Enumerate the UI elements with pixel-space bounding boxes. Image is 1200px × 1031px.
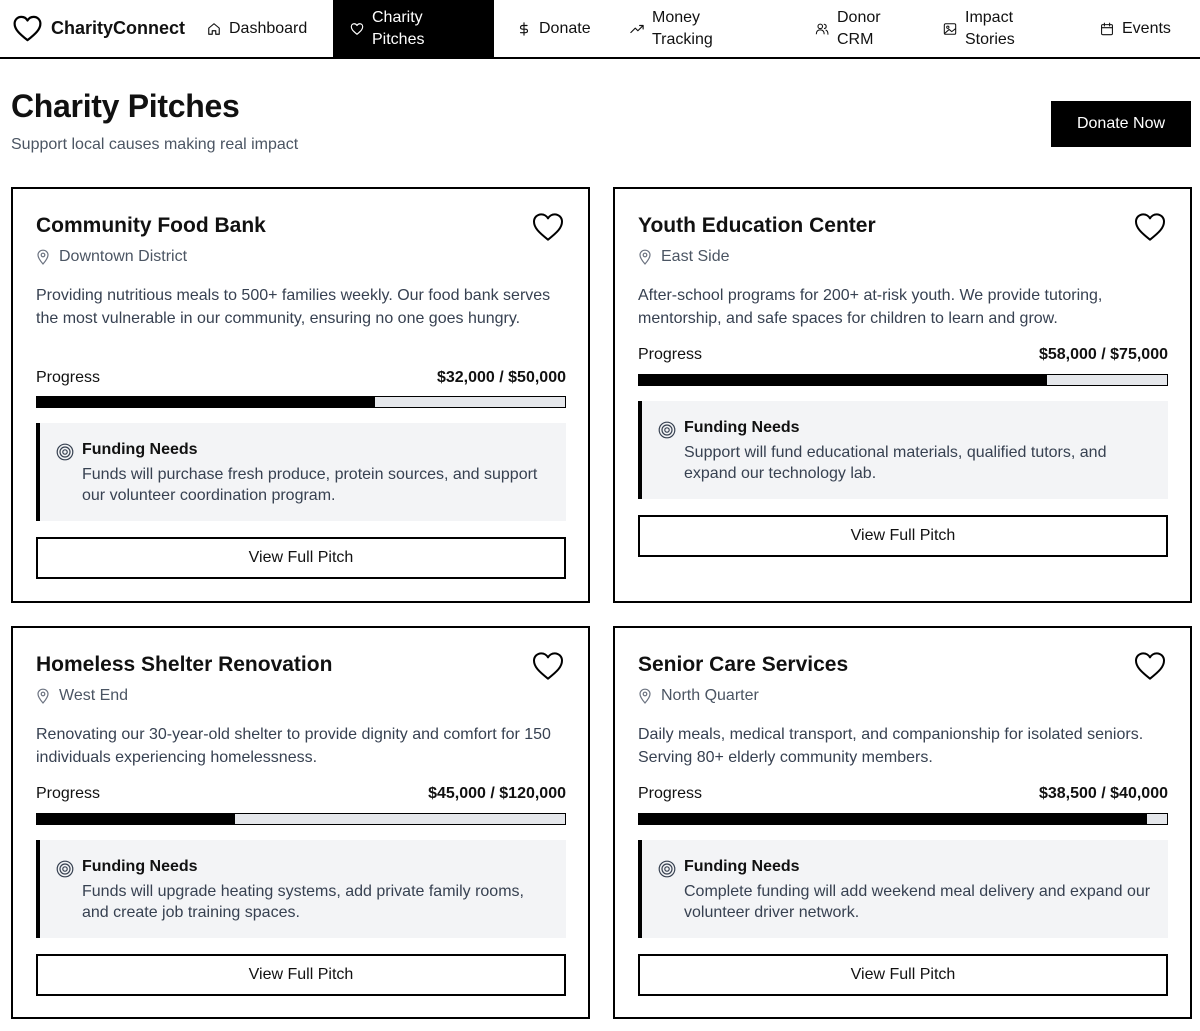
progress-bar (36, 396, 566, 408)
progress-bar (638, 374, 1168, 386)
funding-needs-text: Funds will upgrade heating systems, add … (82, 883, 524, 921)
pitch-location-text: North Quarter (661, 687, 759, 704)
pitch-description: Daily meals, medical transport, and comp… (638, 726, 1144, 766)
heart-logo-icon (13, 15, 42, 42)
view-full-pitch-button[interactable]: View Full Pitch (36, 954, 566, 996)
pitch-card: Youth Education Center East Side After-s… (613, 187, 1192, 603)
pitch-description: Renovating our 30-year-old shelter to pr… (36, 726, 551, 766)
progress-label: Progress (36, 785, 101, 802)
progress-bar-fill (37, 814, 235, 824)
nav-item-label: Donate (539, 19, 591, 37)
calendar-icon (1101, 22, 1113, 35)
progress-row: Progress $32,000 / $50,000 (36, 369, 566, 387)
progress-amount: $45,000 / $120,000 (428, 785, 566, 802)
funding-needs-title: Funding Needs (82, 858, 198, 875)
nav-item-label: Impact Stories (965, 8, 1015, 48)
funding-needs-text: Support will fund educational materials,… (684, 444, 1107, 482)
trending-up-icon (630, 24, 644, 33)
top-nav: CharityConnect Dashboard Charity Pitches… (0, 0, 1200, 59)
nav-item-label: Dashboard (229, 19, 308, 37)
progress-bar-fill (37, 397, 375, 407)
pitch-title: Community Food Bank (36, 214, 266, 237)
pitch-location-text: West End (59, 687, 129, 704)
progress-bar-fill (639, 375, 1048, 385)
progress-bar (638, 813, 1168, 825)
target-icon (658, 860, 676, 878)
progress-label: Progress (638, 785, 703, 802)
nav-item-impact-stories[interactable]: Impact Stories (926, 0, 1086, 57)
nav-item-money-tracking[interactable]: Money Tracking (616, 0, 785, 57)
progress-label: Progress (638, 346, 703, 363)
progress-bar-fill (639, 814, 1148, 824)
dollar-icon (519, 21, 529, 36)
favorite-heart-icon[interactable] (532, 651, 564, 681)
progress-label: Progress (36, 369, 101, 386)
progress-row: Progress $45,000 / $120,000 (36, 785, 566, 803)
progress-row: Progress $58,000 / $75,000 (638, 346, 1168, 364)
view-full-pitch-button[interactable]: View Full Pitch (36, 537, 566, 579)
funding-needs-panel: Funding Needs Funds will purchase fresh … (36, 423, 566, 521)
nav-item-label: Events (1122, 19, 1171, 37)
nav-item-donor-crm[interactable]: Donor CRM (785, 0, 926, 57)
funding-needs-text: Funds will purchase fresh produce, prote… (82, 466, 538, 504)
pitch-description: After-school programs for 200+ at-risk y… (638, 287, 1103, 327)
nav-item-label: Money Tracking (652, 8, 713, 48)
pitch-card: Homeless Shelter Renovation West End Ren… (11, 626, 590, 1019)
pitch-title: Homeless Shelter Renovation (36, 653, 333, 676)
donate-now-button[interactable]: Donate Now (1051, 101, 1191, 147)
users-icon (815, 23, 829, 35)
progress-bar (36, 813, 566, 825)
map-pin-icon (37, 688, 49, 704)
pitch-title: Youth Education Center (638, 214, 876, 237)
funding-needs-panel: Funding Needs Funds will upgrade heating… (36, 840, 566, 938)
pitch-location: North Quarter (638, 687, 759, 705)
brand-name: CharityConnect (51, 18, 186, 38)
target-icon (658, 421, 676, 439)
progress-amount: $58,000 / $75,000 (1038, 346, 1168, 363)
pitch-card: Community Food Bank Downtown District Pr… (11, 187, 590, 603)
nav-item-label: Donor CRM (837, 8, 881, 48)
favorite-heart-icon[interactable] (532, 212, 564, 242)
pitch-location: West End (36, 687, 128, 705)
funding-needs-title: Funding Needs (684, 419, 800, 436)
brand[interactable]: CharityConnect (0, 0, 198, 57)
map-pin-icon (639, 249, 651, 265)
funding-needs-panel: Funding Needs Complete funding will add … (638, 840, 1168, 938)
funding-needs-panel: Funding Needs Support will fund educatio… (638, 401, 1168, 499)
nav-item-donate[interactable]: Donate (494, 0, 616, 57)
target-icon (56, 443, 74, 461)
home-icon (208, 22, 220, 35)
pitch-description: Providing nutritious meals to 500+ famil… (36, 287, 551, 327)
nav-item-label: Charity Pitches (372, 8, 425, 48)
pitch-card: Senior Care Services North Quarter Daily… (613, 626, 1192, 1019)
progress-amount: $32,000 / $50,000 (436, 369, 566, 386)
pitch-title: Senior Care Services (638, 653, 849, 676)
pitch-location-text: East Side (661, 248, 730, 265)
image-icon (943, 22, 957, 35)
funding-needs-title: Funding Needs (684, 858, 800, 875)
heart-icon (350, 22, 364, 35)
funding-needs-text: Complete funding will add weekend meal d… (684, 883, 1151, 921)
view-full-pitch-button[interactable]: View Full Pitch (638, 515, 1168, 557)
page-title: Charity Pitches (11, 88, 240, 124)
nav-item-dashboard[interactable]: Dashboard (198, 0, 333, 57)
pitch-location: East Side (638, 248, 729, 266)
page-subtitle: Support local causes making real impact (11, 136, 299, 153)
pitch-location: Downtown District (36, 248, 187, 266)
view-full-pitch-button[interactable]: View Full Pitch (638, 954, 1168, 996)
map-pin-icon (37, 249, 49, 265)
favorite-heart-icon[interactable] (1134, 651, 1166, 681)
target-icon (56, 860, 74, 878)
pitch-location-text: Downtown District (59, 248, 188, 265)
nav-item-events[interactable]: Events (1086, 0, 1200, 57)
progress-row: Progress $38,500 / $40,000 (638, 785, 1168, 803)
map-pin-icon (639, 688, 651, 704)
funding-needs-title: Funding Needs (82, 441, 198, 458)
favorite-heart-icon[interactable] (1134, 212, 1166, 242)
progress-amount: $38,500 / $40,000 (1038, 785, 1168, 802)
nav-item-charity-pitches[interactable]: Charity Pitches (333, 0, 494, 57)
